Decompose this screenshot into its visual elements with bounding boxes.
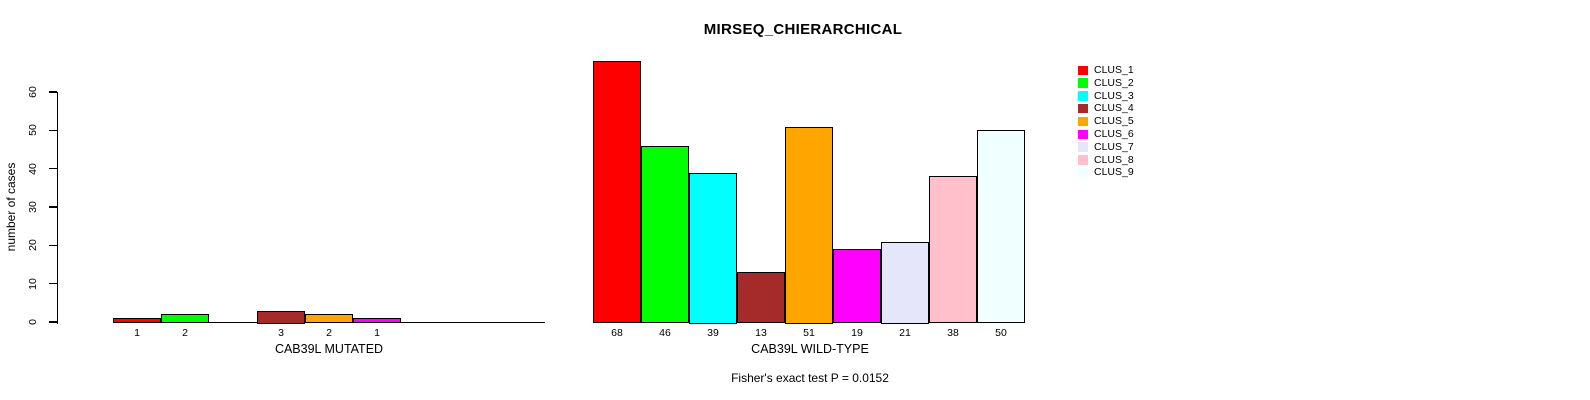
bar-value-label: 3 — [278, 327, 284, 339]
x-axis-title-mutated: CAB39L MUTATED — [274, 342, 384, 356]
bar-value-label: 13 — [755, 327, 767, 339]
y-axis-label: number of cases — [4, 162, 18, 252]
y-tick-label: 0 — [27, 319, 39, 325]
bar-CLUS_5 — [785, 126, 833, 324]
y-tick — [49, 206, 57, 208]
bar-value-label: 51 — [803, 327, 815, 339]
bar-value-label: 46 — [659, 327, 671, 339]
y-tick-label: 40 — [27, 162, 39, 175]
bar-CLUS_4 — [737, 272, 785, 324]
bar-CLUS_1 — [593, 61, 641, 324]
bar-CLUS_3 — [689, 172, 737, 324]
legend-label: CLUS_6 — [1094, 128, 1134, 140]
bar-value-label: 38 — [947, 327, 959, 339]
bar-value-label: 19 — [851, 327, 863, 339]
legend-swatch-CLUS_4 — [1078, 103, 1088, 114]
bar-CLUS_7 — [881, 241, 929, 324]
bar-value-label: 1 — [134, 327, 140, 339]
legend-label: CLUS_9 — [1094, 166, 1134, 179]
legend-swatch-CLUS_6 — [1078, 129, 1088, 139]
legend-swatch-CLUS_9 — [1078, 167, 1088, 178]
y-tick — [49, 167, 57, 170]
bar-CLUS_2 — [641, 145, 689, 324]
legend-swatch-CLUS_7 — [1078, 142, 1088, 152]
bar-value-label: 39 — [707, 327, 719, 339]
bar-value-label: 50 — [995, 327, 1007, 339]
legend-label: CLUS_8 — [1094, 153, 1134, 166]
legend-label: CLUS_7 — [1094, 140, 1134, 153]
bar-CLUS_2 — [161, 314, 209, 324]
y-tick-label: 20 — [27, 239, 39, 252]
y-tick — [49, 321, 57, 323]
legend-label: CLUS_1 — [1094, 64, 1134, 76]
legend-label: CLUS_3 — [1094, 89, 1134, 102]
bar-value-label: 2 — [182, 327, 188, 339]
bar-value-label: 1 — [374, 327, 380, 339]
y-tick — [49, 244, 57, 247]
y-tick-label: 50 — [27, 124, 39, 137]
y-tick-label: 60 — [27, 86, 39, 98]
y-axis-line — [56, 92, 58, 324]
y-tick — [49, 282, 57, 285]
legend-swatch-CLUS_5 — [1078, 116, 1088, 127]
legend-swatch-CLUS_8 — [1078, 155, 1088, 165]
legend-swatch-CLUS_2 — [1078, 78, 1088, 88]
legend-label: CLUS_2 — [1094, 76, 1134, 89]
legend-label: CLUS_5 — [1094, 115, 1134, 128]
bar-CLUS_8 — [929, 176, 977, 324]
fisher-test-annotation: Fisher's exact test P = 0.0152 — [731, 371, 889, 385]
bar-CLUS_1 — [113, 318, 161, 324]
bar-CLUS_6 — [833, 249, 881, 324]
bar-CLUS_9 — [977, 130, 1025, 324]
legend-label: CLUS_4 — [1094, 102, 1134, 115]
y-tick-label: 10 — [27, 277, 39, 290]
bar-CLUS_6 — [353, 318, 401, 324]
bar-value-label: 2 — [326, 327, 332, 339]
y-tick — [49, 91, 57, 93]
y-tick — [49, 129, 57, 132]
bar-CLUS_5 — [305, 314, 353, 324]
x-axis-title-wildtype: CAB39L WILD-TYPE — [751, 342, 869, 356]
chart-title: MIRSEQ_CHIERARCHICAL — [703, 21, 903, 38]
bar-CLUS_4 — [257, 310, 305, 324]
bar-value-label: 21 — [899, 327, 911, 339]
legend-swatch-CLUS_3 — [1078, 91, 1088, 101]
y-tick-label: 30 — [27, 201, 39, 213]
legend-swatch-CLUS_1 — [1078, 65, 1088, 75]
bar-value-label: 68 — [611, 327, 623, 339]
